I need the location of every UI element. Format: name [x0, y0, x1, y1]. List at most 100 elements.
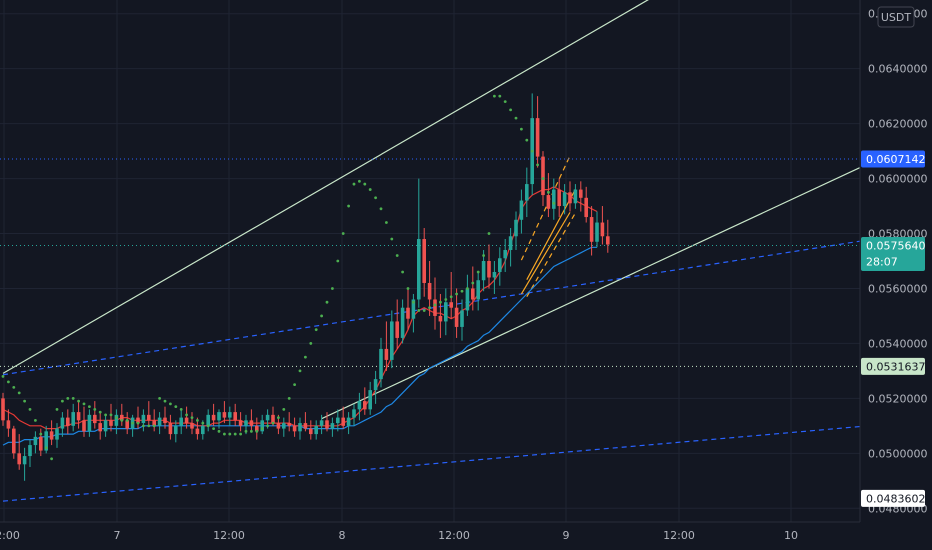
candle-body-73: [395, 321, 399, 338]
candle-body-89: [481, 261, 486, 281]
sar-dot-69: [374, 196, 377, 200]
y-tick-label-7: 0.0520000: [868, 392, 928, 405]
candle-99: [535, 96, 540, 168]
candle-body-83: [449, 302, 453, 308]
candle-11: [60, 412, 65, 437]
candle-body-65: [352, 409, 356, 418]
y-tick-label-6: 0.0540000: [868, 337, 928, 350]
price-tag-bg-3: [861, 489, 925, 507]
horizontal-line-layer: [0, 158, 860, 367]
candle-103: [557, 178, 561, 218]
sar-dot-92: [498, 94, 502, 98]
candle-body-55: [298, 423, 302, 432]
candle-43: [233, 403, 237, 426]
y-tick-label-3: 0.0600000: [868, 173, 928, 186]
candle-25: [136, 406, 140, 429]
candle-55: [298, 417, 302, 440]
candle-body-72: [390, 321, 394, 360]
candle-35: [190, 412, 194, 435]
sar-dot-99: [536, 163, 539, 167]
candle-108: [584, 186, 588, 223]
candle-body-30: [163, 417, 167, 424]
candle-body-14: [76, 412, 81, 421]
ma-blue-line: [2, 246, 597, 446]
candle-90: [487, 244, 491, 289]
x-tick-label-4: 12:00: [438, 529, 470, 542]
candle-body-104: [562, 192, 567, 207]
candle-body-41: [222, 412, 227, 418]
candle-24: [130, 414, 135, 437]
time-scale-background[interactable]: [0, 522, 932, 550]
sar-dot-13: [71, 396, 75, 400]
candle-33: [179, 409, 183, 435]
candle-body-36: [195, 428, 200, 435]
x-tick-label-5: 9: [563, 529, 570, 542]
time-scale[interactable]: 12:00 7 12:00 8 12:00 9 12:00 10: [0, 529, 798, 542]
parabolic-sar-layer: [1, 94, 556, 461]
quote-currency-badge[interactable]: USDT: [877, 6, 915, 28]
candle-9: [49, 420, 54, 446]
candle-107: [579, 181, 583, 212]
candle-body-96: [519, 200, 524, 220]
sar-dot-88: [476, 270, 480, 274]
sar-dot-90: [487, 232, 491, 235]
candle-29: [157, 412, 162, 435]
sar-dot-4: [23, 399, 26, 403]
candle-112: [606, 219, 610, 253]
candle-body-22: [120, 414, 124, 421]
candle-body-27: [147, 414, 151, 421]
candle-110: [595, 211, 599, 248]
sar-dot-21: [115, 416, 118, 419]
sar-dot-40: [217, 429, 221, 433]
sar-dot-70: [379, 207, 383, 211]
candle-84: [454, 288, 459, 338]
candle-body-81: [438, 315, 443, 322]
candle-111: [600, 206, 605, 245]
trend-line-0: [2, 0, 649, 374]
candle-10: [55, 423, 59, 448]
candle-body-56: [303, 423, 308, 429]
candle-body-110: [595, 222, 599, 242]
candle-23: [125, 412, 129, 435]
candle-body-33: [179, 417, 183, 426]
sar-dot-87: [471, 281, 475, 285]
candle-body-49: [265, 414, 270, 421]
candle-layer[interactable]: [1, 93, 610, 481]
candle-42: [228, 406, 232, 426]
candle-94: [508, 228, 513, 267]
sar-dot-101: [547, 190, 550, 194]
candle-body-85: [460, 310, 464, 327]
sar-dot-23: [125, 418, 129, 422]
candle-body-66: [357, 401, 362, 410]
candle-body-44: [238, 420, 243, 426]
candle-body-8: [44, 431, 48, 451]
candle-60: [325, 412, 329, 432]
sar-dot-18: [98, 410, 102, 414]
ma-red-line: [2, 186, 598, 430]
sar-dot-94: [509, 108, 512, 112]
candle-3: [17, 434, 21, 470]
candle-62: [336, 409, 340, 432]
candle-body-19: [103, 420, 108, 432]
sar-dot-35: [190, 416, 194, 419]
candle-body-46: [249, 420, 254, 426]
trend-line-5: [520, 212, 571, 295]
candle-body-100: [541, 156, 545, 196]
x-tick-label-2: 12:00: [213, 529, 245, 542]
candle-body-13: [71, 412, 75, 426]
candle-38: [206, 409, 210, 432]
candle-body-17: [93, 414, 97, 424]
trend-line-6: [526, 189, 576, 280]
sar-dot-58: [314, 328, 318, 332]
candle-body-39: [211, 414, 216, 421]
sar-dot-15: [82, 402, 86, 406]
candle-104: [562, 184, 567, 215]
sar-dot-10: [55, 407, 59, 411]
candle-77: [417, 178, 421, 308]
sar-dot-76: [412, 300, 415, 304]
candle-body-10: [55, 428, 59, 440]
price-tag-countdown-1: 28:07: [866, 256, 898, 269]
candle-44: [238, 412, 243, 432]
